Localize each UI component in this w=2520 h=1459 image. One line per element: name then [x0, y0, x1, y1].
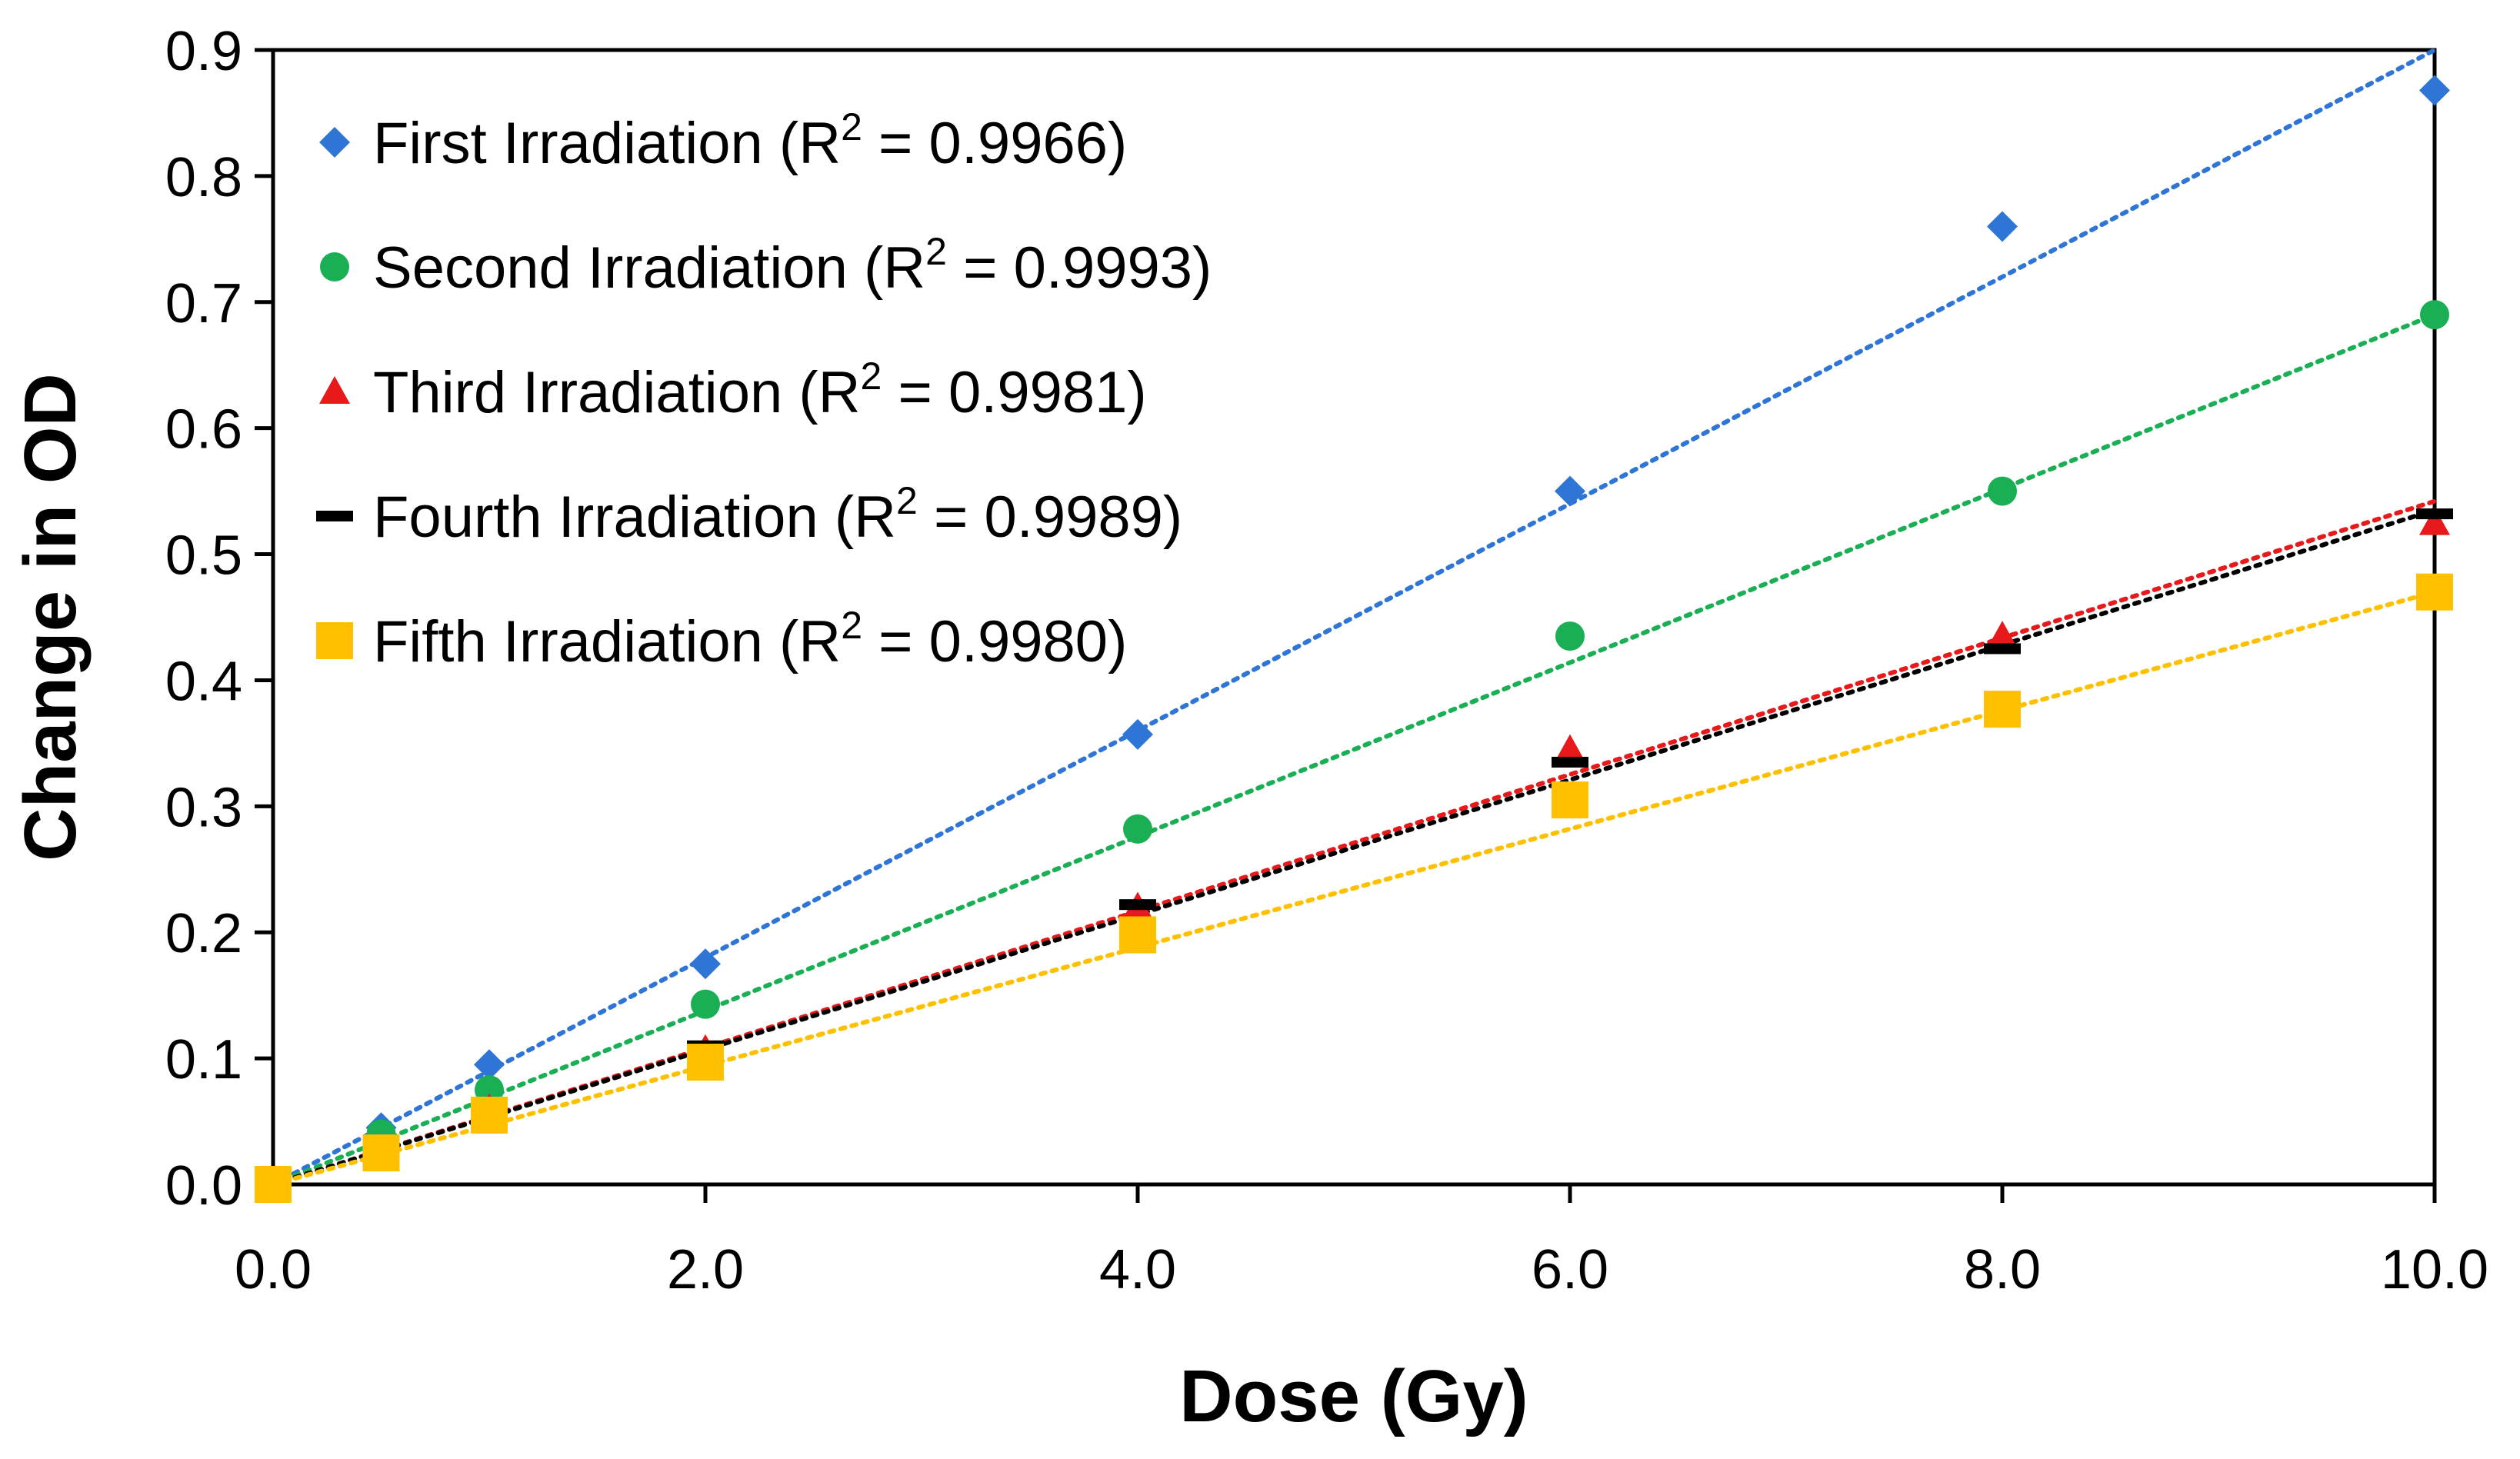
y-tick-label: 0.9	[165, 21, 242, 82]
series-fifth-irradiation	[255, 573, 2453, 1203]
marker-square	[471, 1096, 508, 1134]
legend-entry: Fifth Irradiation (R2 = 0.9980)	[316, 604, 1127, 675]
trendline-fourth-irradiation	[271, 508, 2437, 1187]
marker-circle	[1988, 476, 2017, 506]
trendline-first-irradiation	[271, 48, 2437, 1187]
x-tick-label: 0.0	[235, 1239, 312, 1301]
legend-entry: Third Irradiation (R2 = 0.9981)	[319, 355, 1147, 425]
legend-entry: Second Irradiation (R2 = 0.9993)	[320, 230, 1212, 301]
data-points	[255, 75, 2453, 1203]
trendlines	[271, 48, 2437, 1187]
marker-triangle	[1987, 621, 2018, 649]
y-axis-title: Change in OD	[9, 373, 92, 861]
marker-square	[1119, 916, 1156, 954]
marker-diamond	[2419, 75, 2450, 106]
marker-diamond	[1122, 718, 1153, 750]
marker-diamond	[319, 127, 350, 158]
legend-superscript: 2	[896, 479, 918, 522]
legend-label: Fifth Irradiation (R2 = 0.9980)	[373, 604, 1127, 675]
marker-circle	[691, 989, 720, 1019]
marker-triangle	[1555, 734, 1585, 762]
legend-r2-value: = 0.9993)	[947, 235, 1212, 301]
legend-series-name: Third Irradiation (R	[373, 360, 861, 425]
marker-square	[362, 1134, 400, 1172]
plot-area	[271, 48, 2437, 1187]
x-tick-label: 8.0	[1964, 1239, 2041, 1301]
x-axis: 0.0 2.0 4.0 6.0 8.0 10.0	[235, 1184, 2488, 1301]
legend-series-name: First Irradiation (R	[373, 111, 841, 176]
legend-label: First Irradiation (R2 = 0.9966)	[373, 105, 1127, 176]
legend-r2-value: = 0.9966)	[862, 111, 1127, 176]
legend-superscript: 2	[841, 105, 862, 148]
x-tick-label: 10.0	[2381, 1239, 2488, 1301]
legend-entry: Fourth Irradiation (R2 = 0.9989)	[316, 479, 1182, 550]
legend-superscript: 2	[861, 355, 882, 398]
marker-square	[316, 622, 353, 659]
marker-circle	[320, 252, 349, 281]
marker-square	[1552, 781, 1588, 819]
legend-r2-value: = 0.9989)	[918, 485, 1182, 550]
legend-r2-value: = 0.9981)	[882, 360, 1146, 425]
marker-dash	[1552, 756, 1588, 768]
y-tick-label: 0.0	[165, 1155, 242, 1217]
marker-circle	[1123, 814, 1152, 844]
legend-series-name: Fifth Irradiation (R	[373, 609, 841, 675]
trendline-third-irradiation	[271, 498, 2437, 1187]
marker-triangle	[2419, 507, 2450, 535]
legend-label: Third Irradiation (R2 = 0.9981)	[373, 355, 1147, 425]
legend-label: Fourth Irradiation (R2 = 0.9989)	[373, 479, 1182, 550]
y-tick-label: 0.3	[165, 777, 242, 838]
marker-dash	[1119, 899, 1156, 911]
trendline-fifth-irradiation	[271, 589, 2437, 1187]
marker-dash	[2416, 508, 2453, 520]
legend-series-name: Fourth Irradiation (R	[373, 485, 896, 550]
y-tick-label: 0.7	[165, 273, 242, 335]
y-tick-label: 0.5	[165, 525, 242, 587]
marker-circle	[2420, 300, 2449, 330]
legend-superscript: 2	[841, 604, 862, 647]
x-tick-label: 6.0	[1532, 1239, 1608, 1301]
marker-circle	[1555, 621, 1585, 651]
y-tick-label: 0.4	[165, 651, 242, 712]
marker-square	[255, 1166, 292, 1203]
y-tick-label: 0.8	[165, 147, 242, 208]
marker-diamond	[1987, 211, 2018, 242]
y-tick-label: 0.1	[165, 1029, 242, 1091]
x-axis-title: Dose (Gy)	[1179, 1355, 1528, 1437]
marker-dash	[1984, 643, 2021, 655]
marker-square	[2416, 573, 2453, 611]
marker-square	[1984, 691, 2021, 728]
legend-series-name: Second Irradiation (R	[373, 235, 925, 301]
y-axis: 0.0 0.1 0.2 0.3 0.4 0.5 0.6 0.7 0.8 0.9	[165, 21, 273, 1217]
plot-border	[271, 48, 2437, 1187]
legend-r2-value: = 0.9980)	[862, 609, 1127, 675]
x-tick-label: 4.0	[1099, 1239, 1176, 1301]
y-tick-label: 0.6	[165, 399, 242, 461]
y-tick-label: 0.2	[165, 903, 242, 964]
marker-diamond	[1555, 475, 1585, 507]
marker-square	[687, 1044, 724, 1081]
marker-diamond	[690, 948, 721, 980]
x-tick-label: 2.0	[667, 1239, 744, 1301]
marker-dash	[316, 511, 353, 521]
legend-entry: First Irradiation (R2 = 0.9966)	[319, 105, 1127, 176]
legend: First Irradiation (R2 = 0.9966)Second Ir…	[316, 105, 1212, 675]
legend-superscript: 2	[925, 230, 947, 273]
legend-label: Second Irradiation (R2 = 0.9993)	[373, 230, 1212, 301]
marker-triangle	[319, 376, 350, 404]
marker-diamond	[474, 1049, 505, 1081]
trendline-second-irradiation	[271, 312, 2437, 1187]
